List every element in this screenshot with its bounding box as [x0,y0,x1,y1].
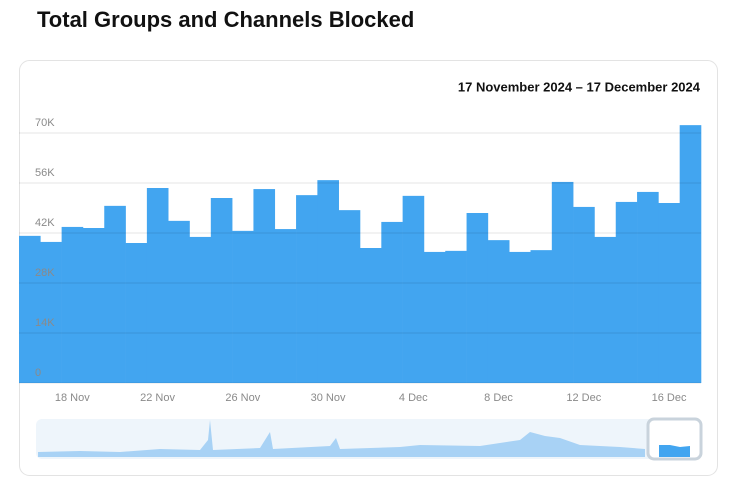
y-tick-label: 42K [35,217,55,229]
bar [466,213,489,383]
bar [679,125,702,384]
bar [253,189,276,383]
chart-title: Total Groups and Channels Blocked [37,7,414,32]
date-range: 17 November 2024 – 17 December 2024 [458,79,701,94]
bar [509,251,531,383]
bar [423,251,446,383]
bar [274,229,297,383]
bar [104,205,126,383]
y-tick-label: 28K [35,267,55,279]
plot: 18 Nov 22 Nov 26 Nov 30 Nov 4 Dec 8 Dec 12 Dec… [19,117,702,404]
bar [594,236,617,383]
bar [360,248,382,383]
navigator-area [38,420,645,457]
navigator [36,417,703,461]
y-tick-label: 70K [35,117,55,129]
bar [445,250,467,383]
x-tick-label: 8 Dec [484,392,513,404]
bar [487,240,510,383]
bar [40,241,62,383]
bar [61,226,84,383]
bar [210,198,233,383]
y-tick-label: 14K [35,317,55,329]
bar [338,210,361,383]
x-tick-label: 12 Dec [566,392,601,404]
bar [82,228,105,383]
x-tick-label: 4 Dec [399,392,428,404]
bar [530,250,553,383]
x-tick-label: 22 Nov [140,392,175,404]
bar [637,191,659,383]
bar [381,221,403,383]
bar [168,220,190,383]
bar [317,180,339,383]
bar [615,201,638,383]
y-tick-label: 0 [35,367,41,379]
bar [19,235,41,383]
bar [232,230,254,383]
x-tick-label: 30 Nov [311,392,346,404]
bar [551,181,574,383]
x-tick-label: 18 Nov [55,392,90,404]
x-tick-label: 26 Nov [225,392,260,404]
bar [189,236,212,383]
bar [296,195,318,383]
bar [146,188,169,383]
y-tick-label: 56K [35,167,55,179]
bar [658,203,680,383]
navigator-selection [659,445,690,457]
bar [402,195,425,383]
x-tick-label: 16 Dec [652,392,687,404]
bar [573,206,595,383]
bar [125,243,148,383]
